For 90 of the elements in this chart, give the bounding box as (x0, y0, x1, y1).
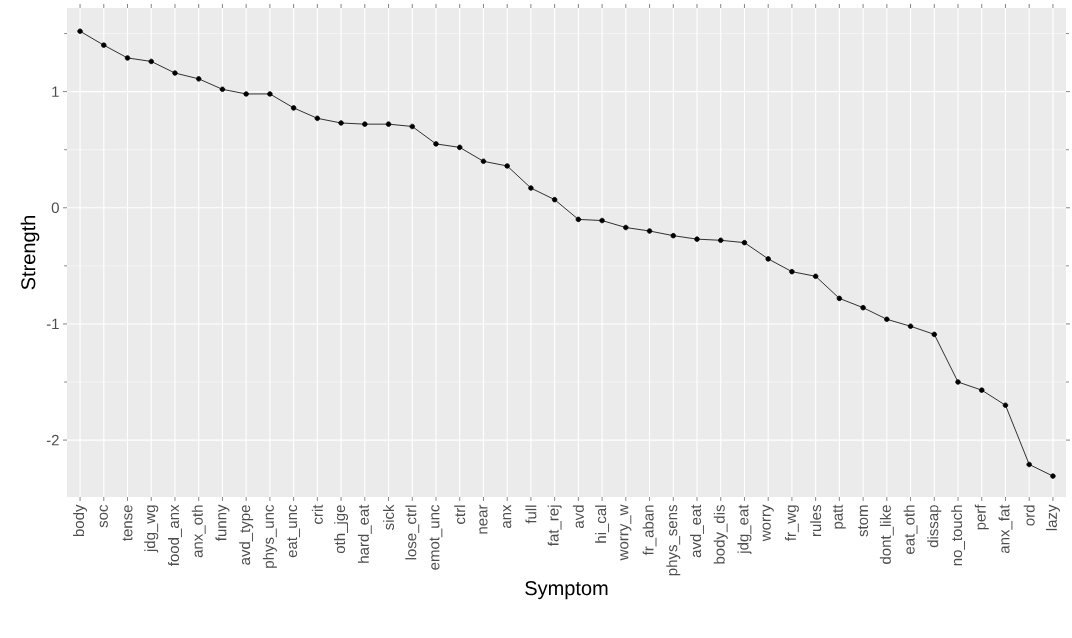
x-tick-label: crit (311, 504, 323, 524)
point (243, 91, 249, 97)
x-tick-label: dont_like (879, 505, 894, 564)
point (1026, 461, 1032, 468)
x-tick-label: body (73, 504, 88, 537)
point (385, 121, 392, 127)
x-tick-label: food_anx (168, 504, 182, 567)
x-tick-label: fat_rej (547, 505, 562, 546)
point (860, 304, 866, 311)
x-tick-label: fr_wg (784, 505, 799, 541)
point (409, 123, 415, 130)
point (765, 256, 771, 262)
y-axis-title: Strength (20, 215, 40, 290)
x-tick-label: jdg_wg (144, 505, 159, 553)
x-tick-label: phys_sens (666, 505, 681, 576)
x-tick-label: soc (99, 504, 108, 528)
x-tick-label: lazy (1045, 504, 1060, 531)
x-tick-label: ctrl (454, 505, 466, 524)
point (575, 216, 582, 223)
point (77, 28, 83, 34)
x-tick-label: eat_unc (287, 504, 300, 558)
x-tick-label: funny (215, 504, 230, 541)
x-tick-label: emot_unc (429, 504, 443, 570)
x-tick-label: full (525, 505, 537, 524)
point (172, 70, 178, 76)
y-tick-label: -2 (46, 434, 59, 446)
x-tick-label: eat_oth (903, 505, 918, 554)
y-tick-label: 1 (52, 86, 59, 97)
point (955, 379, 961, 385)
x-tick-label: avd_type (239, 505, 254, 565)
x-tick-label: perf (974, 504, 989, 530)
point (670, 232, 676, 239)
x-tick-label: patt (832, 504, 846, 529)
point (741, 239, 748, 246)
point (124, 55, 131, 61)
point (646, 228, 653, 234)
point (836, 295, 843, 302)
point (148, 58, 154, 65)
point (457, 144, 463, 151)
y-tick-label: -1 (46, 318, 59, 330)
point (480, 158, 487, 165)
point (528, 185, 534, 191)
x-tick-label: avd (572, 505, 584, 529)
point (1050, 473, 1056, 479)
point (314, 115, 321, 122)
point (599, 217, 605, 224)
x-tick-label: tense (122, 505, 133, 541)
x-tick-label: anx (503, 504, 512, 529)
point (789, 268, 795, 275)
x-tick-label: rules (810, 505, 822, 537)
x-tick-label: phys_unc (262, 504, 277, 568)
point (1002, 402, 1009, 408)
point (196, 76, 202, 82)
x-tick-label: worry (762, 504, 774, 542)
x-tick-label: hard_eat (357, 504, 372, 563)
x-tick-label: ord (1023, 505, 1035, 526)
x-tick-label: lose_ctrl (405, 505, 420, 560)
x-tick-label: oth_jge (334, 505, 349, 554)
x-tick-label: jdg_eat (737, 504, 752, 555)
point (694, 236, 700, 242)
point (907, 323, 914, 329)
point (338, 120, 344, 126)
point (979, 387, 985, 393)
point (718, 237, 724, 243)
point (219, 86, 226, 92)
point (290, 105, 297, 111)
x-tick-label: fr_aban (642, 505, 657, 556)
point (551, 196, 558, 203)
x-tick-label: no_touch (951, 505, 965, 566)
point (101, 42, 107, 48)
x-tick-label: dissap (927, 505, 942, 548)
point (362, 121, 368, 127)
x-tick-label: stom (858, 505, 869, 537)
point (623, 224, 629, 231)
x-axis-title: Symptom (525, 581, 608, 600)
point (504, 163, 510, 169)
x-tick-label: anx_oth (191, 505, 206, 558)
x-tick-label: hi_cal (595, 505, 610, 543)
x-tick-label: near (479, 504, 488, 534)
x-tick-label: body_dis (713, 505, 728, 564)
x-tick-label: avd_eat (690, 504, 704, 558)
x-tick-label: anx_fat (998, 504, 1013, 554)
point (267, 91, 273, 97)
x-tick-label: worry_w (620, 504, 632, 561)
point (931, 331, 937, 338)
y-tick-label: 0 (51, 202, 59, 214)
point (884, 316, 890, 322)
point (812, 273, 819, 280)
point (433, 141, 439, 147)
x-tick-label: sick (383, 504, 395, 530)
